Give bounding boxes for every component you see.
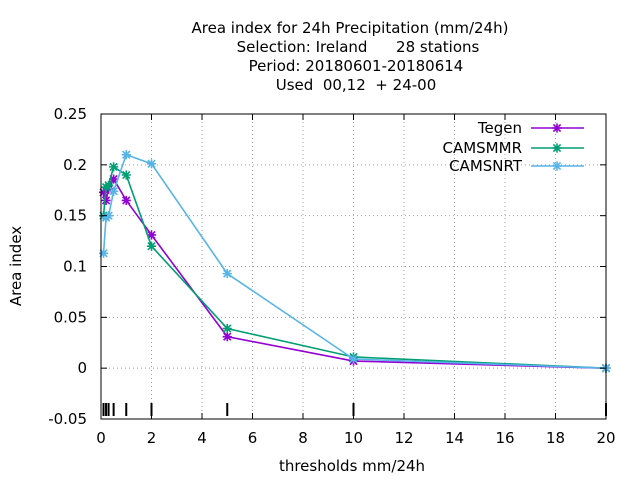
title-line-1: Area index for 24h Precipitation (mm/24h…	[192, 19, 509, 37]
x-tick-label: 14	[445, 429, 464, 447]
data-point	[146, 159, 157, 169]
data-point	[222, 323, 232, 334]
y-tick-labels: -0.05 0 0.05 0.1 0.15 0.2 0.25	[48, 105, 87, 428]
legend-label-camsnrt: CAMSNRT	[449, 157, 523, 175]
x-tick-label: 4	[197, 429, 207, 447]
data-point	[552, 123, 562, 133]
x-tick-label: 18	[546, 429, 565, 447]
x-tick-labels: 0 2 4 6 8 10 12 14 16 18 20	[96, 429, 615, 447]
title-line-2: Selection: Ireland 28 stations	[237, 38, 480, 56]
data-point	[121, 195, 131, 206]
title-line-3: Period: 20180601-20180614	[249, 57, 464, 75]
series-camsnrt	[98, 150, 611, 373]
x-tick-label: 8	[298, 429, 308, 447]
data-point	[222, 269, 232, 279]
data-point	[98, 187, 109, 197]
data-point	[103, 211, 114, 221]
legend-label-tegen: Tegen	[477, 119, 522, 137]
series-line	[102, 177, 607, 369]
data-point	[552, 143, 562, 153]
y-tick-label: 0.25	[54, 105, 87, 123]
data-point	[103, 180, 114, 190]
title-line-4: Used 00,12 + 24-00	[276, 76, 436, 94]
legend-label-camsmmr: CAMSMMR	[442, 139, 522, 157]
y-axis-label: Area index	[7, 226, 25, 306]
x-tick-label: 20	[596, 429, 615, 447]
y-tick-label: 0.1	[63, 258, 87, 276]
series-lines	[98, 150, 611, 373]
chart-title: Area index for 24h Precipitation (mm/24h…	[192, 19, 509, 94]
y-tick-label: 0.05	[54, 308, 87, 326]
x-tick-label: 2	[147, 429, 157, 447]
grid-lines	[101, 114, 606, 419]
data-point	[121, 150, 131, 160]
x-axis-label: thresholds mm/24h	[279, 457, 425, 475]
y-tick-label: -0.05	[48, 410, 87, 428]
x-tick-label: 6	[248, 429, 258, 447]
data-point	[98, 248, 109, 258]
data-point	[121, 170, 131, 180]
threshold-marks	[102, 403, 607, 416]
axis-ticks	[100, 113, 607, 420]
series-line	[102, 165, 607, 369]
data-point	[552, 161, 562, 171]
x-tick-label: 12	[394, 429, 413, 447]
data-point	[109, 186, 119, 196]
x-tick-label: 0	[96, 429, 106, 447]
data-point	[222, 332, 232, 342]
y-tick-label: 0.15	[54, 207, 87, 225]
data-point	[101, 195, 111, 206]
data-point	[348, 354, 359, 364]
data-point	[109, 162, 119, 172]
x-tick-label: 16	[495, 429, 514, 447]
data-point	[146, 230, 157, 240]
data-point	[109, 174, 119, 184]
y-tick-label: 0.2	[63, 156, 87, 174]
data-point	[146, 241, 157, 251]
series-line	[102, 153, 607, 369]
y-tick-label: 0	[77, 359, 87, 377]
x-tick-label: 10	[344, 429, 363, 447]
